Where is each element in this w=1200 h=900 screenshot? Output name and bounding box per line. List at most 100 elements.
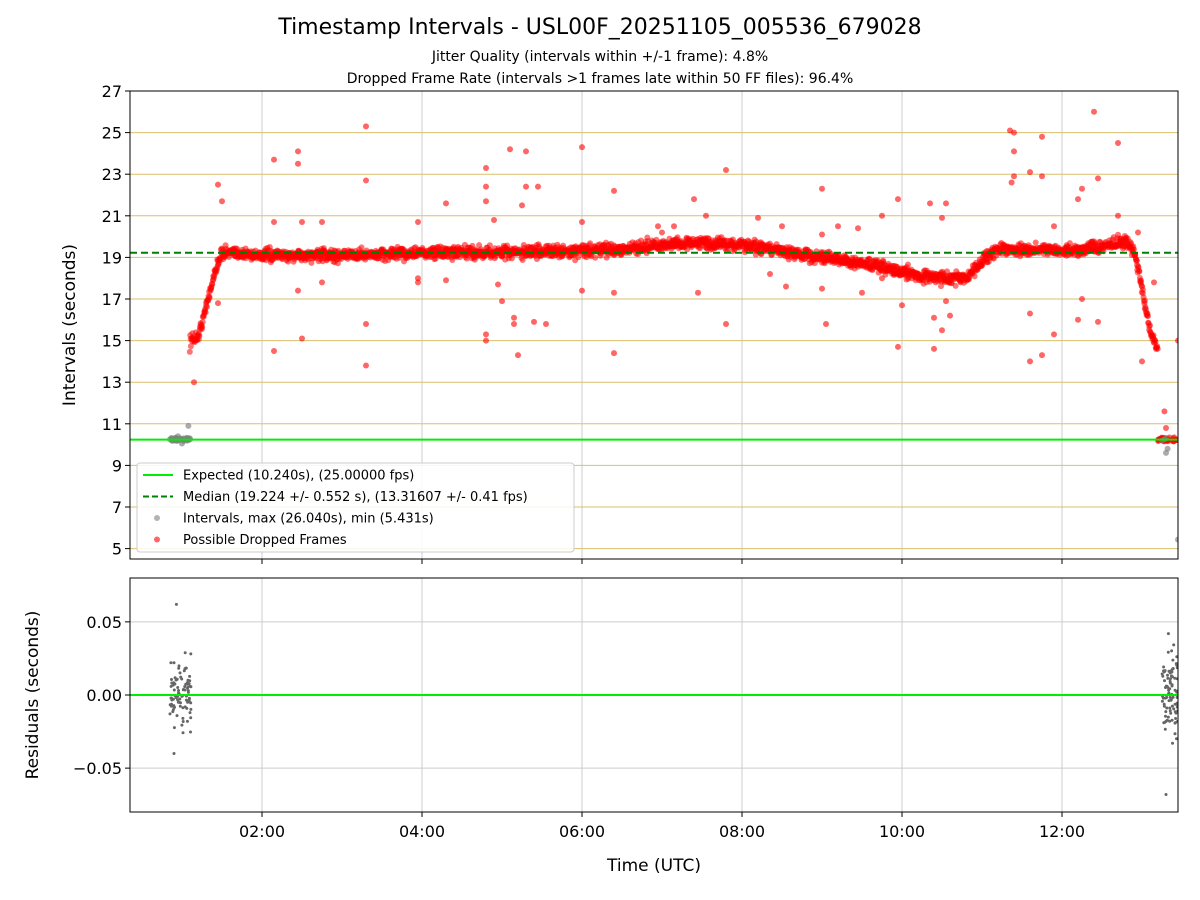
dropped-frame-point <box>1139 358 1145 365</box>
legend: Expected (10.240s), (25.00000 fps) Median… <box>136 462 575 553</box>
dropped-frame-point <box>783 283 789 290</box>
residual-point <box>1174 717 1178 720</box>
interval-point <box>175 433 181 440</box>
residual-point <box>188 711 192 715</box>
dropped-frame-point <box>939 214 945 221</box>
y-tick-label: 19 <box>102 248 122 267</box>
residual-point <box>170 698 174 702</box>
residual-point <box>1173 710 1177 714</box>
dropped-frame-point <box>271 219 277 226</box>
residual-point <box>1162 665 1166 669</box>
residual-point <box>184 698 188 702</box>
residual-point <box>1169 711 1173 715</box>
residual-point <box>178 704 182 708</box>
dropped-frame-point <box>483 183 489 190</box>
dropped-frame-point <box>659 229 665 236</box>
dropped-frame-point <box>1095 175 1101 182</box>
dropped-frame-point <box>1027 310 1033 317</box>
dropped-frame-point <box>519 202 525 209</box>
dropped-frame-point <box>483 198 489 205</box>
y-axis-label: Residuals (seconds) <box>23 611 43 780</box>
dropped-frame-point <box>823 320 829 327</box>
dropped-frame-point <box>499 298 505 305</box>
residual-point <box>1168 677 1172 681</box>
y-tick-label: 0.00 <box>86 686 122 705</box>
residual-point <box>172 704 176 708</box>
chart-title: Timestamp Intervals - USL00F_20251105_00… <box>278 15 922 40</box>
dropped-frame-point <box>611 350 617 357</box>
dropped-frame-point <box>515 352 521 359</box>
dropped-frame-point <box>1079 296 1085 302</box>
dropped-frame-point <box>415 279 421 286</box>
residual-point <box>1175 705 1178 709</box>
residual-point <box>1166 650 1170 654</box>
dropped-frame-point <box>363 362 369 369</box>
jitter-quality-subtitle: Jitter Quality (intervals within +/-1 fr… <box>431 49 769 65</box>
dropped-frame-point <box>835 223 841 230</box>
residual-point <box>1166 632 1170 636</box>
residual-point <box>181 720 185 723</box>
x-tick-label: 10:00 <box>879 822 925 841</box>
dropped-frame-point <box>611 187 617 194</box>
legend-label: Median (19.224 +/- 0.552 s), (13.31607 +… <box>183 490 528 505</box>
residual-point <box>1165 684 1169 688</box>
dropped-frame-point <box>1144 313 1151 320</box>
residual-points <box>168 602 1178 796</box>
dropped-frame-point <box>895 343 901 350</box>
dropped-frame-point <box>1147 322 1153 329</box>
residual-point <box>1172 707 1176 711</box>
y-tick-label: 17 <box>102 290 122 309</box>
residual-point <box>180 723 184 727</box>
residual-point <box>177 689 180 692</box>
residual-point <box>1168 679 1172 683</box>
residual-point <box>1175 701 1178 705</box>
x-tick-label: 12:00 <box>1039 822 1085 841</box>
dropped-frame-point <box>899 302 905 309</box>
dropped-frame-point <box>363 320 369 327</box>
y-tick-label: −0.05 <box>73 759 122 778</box>
residual-point <box>170 678 173 681</box>
plot-frame <box>129 90 1179 560</box>
residual-point <box>1164 792 1168 796</box>
dropped-frame-point <box>519 257 526 263</box>
dropped-frame-point <box>779 223 785 230</box>
legend-label: Possible Dropped Frames <box>183 533 347 548</box>
residual-point <box>1173 732 1177 736</box>
dropped-frame-point <box>684 246 691 253</box>
residual-point <box>1162 704 1166 708</box>
y-tick-label: 21 <box>102 207 122 226</box>
dropped-frame-point <box>202 309 209 316</box>
dropped-frame-point <box>483 337 489 344</box>
dropped-frame-point <box>1115 212 1121 219</box>
dropped-frame-point <box>271 156 277 163</box>
legend-label: Expected (10.240s), (25.00000 fps) <box>183 469 414 484</box>
dropped-frame-point <box>1011 129 1017 136</box>
dropped-frame-point <box>723 167 729 174</box>
dropped-frame-point <box>523 183 529 190</box>
residual-point <box>172 726 176 730</box>
dropped-frame-point <box>944 268 950 275</box>
dropped-frame-point <box>1133 257 1140 264</box>
dropped-frame-point <box>819 185 825 192</box>
dropped-frame-point <box>295 148 301 155</box>
residual-point <box>1175 663 1178 667</box>
dropped-frame-point <box>855 225 861 232</box>
residual-point <box>1173 688 1177 692</box>
dropped-frame-point <box>655 223 661 230</box>
legend-marker <box>154 536 160 543</box>
residual-point <box>1165 706 1169 710</box>
residual-point <box>1162 721 1166 725</box>
dropped-frame-point <box>523 148 529 155</box>
residual-point <box>1171 658 1175 662</box>
dropped-frame-point <box>1079 185 1085 192</box>
residual-point <box>1175 689 1178 693</box>
dropped-frame-point <box>579 219 585 226</box>
residual-point <box>1166 715 1170 719</box>
residual-point <box>1170 649 1174 653</box>
interval-point <box>1164 445 1171 452</box>
dropped-frame-point <box>1130 246 1137 253</box>
residual-point <box>189 716 193 720</box>
dropped-frame-point <box>971 273 978 280</box>
dropped-frame-point <box>443 200 449 207</box>
